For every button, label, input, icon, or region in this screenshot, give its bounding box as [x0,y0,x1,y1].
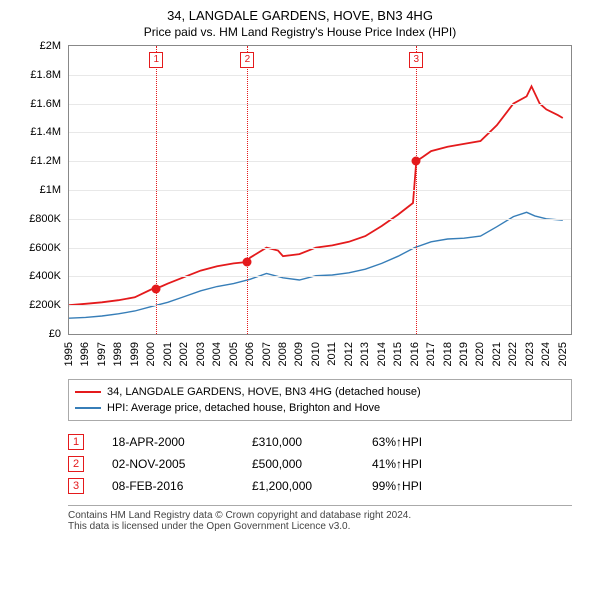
x-tick-label: 2003 [195,338,207,366]
plot-area: £0£200K£400K£600K£800K£1M£1.2M£1.4M£1.6M… [68,45,572,335]
x-tick-label: 2009 [293,338,305,366]
sale-diff: 63% ↑ HPI [372,435,422,449]
y-tick-label: £400K [29,270,61,282]
sale-marker-badge: 3 [409,52,423,68]
x-tick-label: 2015 [392,338,404,366]
sale-price: £310,000 [252,435,372,449]
sale-row: 3 08-FEB-2016£1,200,00099% ↑ HPI [68,475,572,497]
legend-label: 34, LANGDALE GARDENS, HOVE, BN3 4HG (det… [107,386,421,398]
chart-container: 34, LANGDALE GARDENS, HOVE, BN3 4HG Pric… [0,0,600,590]
sale-marker-badge: 2 [240,52,254,68]
x-tick-label: 2010 [310,338,322,366]
y-tick-label: £1.4M [30,126,61,138]
x-tick-label: 2007 [261,338,273,366]
y-tick-label: £200K [29,299,61,311]
legend-label: HPI: Average price, detached house, Brig… [107,402,380,414]
x-tick-label: 2021 [491,338,503,366]
sale-marker-line [247,46,248,334]
sale-index-badge: 1 [68,434,84,450]
x-tick-label: 2016 [409,338,421,366]
legend-box: 34, LANGDALE GARDENS, HOVE, BN3 4HG (det… [68,379,572,421]
x-tick-label: 2024 [540,338,552,366]
sale-row: 2 02-NOV-2005£500,00041% ↑ HPI [68,453,572,475]
x-tick-label: 1999 [129,338,141,366]
y-tick-label: £600K [29,242,61,254]
x-tick-label: 1998 [112,338,124,366]
x-tick-label: 1996 [79,338,91,366]
y-tick-label: £0 [49,328,61,340]
series-subject [69,86,563,305]
sale-diff: 41% ↑ HPI [372,457,422,471]
legend-swatch [75,391,101,393]
series-hpi [69,212,563,318]
y-tick-label: £1.2M [30,155,61,167]
attribution-line: This data is licensed under the Open Gov… [68,521,572,532]
sale-date: 18-APR-2000 [112,435,252,449]
sale-dot [243,258,252,267]
sale-price: £1,200,000 [252,479,372,493]
sale-price: £500,000 [252,457,372,471]
sale-date: 08-FEB-2016 [112,479,252,493]
sales-table: 1 18-APR-2000£310,00063% ↑ HPI 2 02-NOV-200… [68,431,572,497]
x-tick-label: 2001 [162,338,174,366]
sale-row: 1 18-APR-2000£310,00063% ↑ HPI [68,431,572,453]
attribution-line: Contains HM Land Registry data © Crown c… [68,510,572,521]
chart-subtitle: Price paid vs. HM Land Registry's House … [20,25,580,39]
x-tick-label: 1995 [63,338,75,366]
y-tick-label: £800K [29,213,61,225]
x-tick-label: 2022 [507,338,519,366]
sale-index-badge: 3 [68,478,84,494]
x-tick-label: 2005 [228,338,240,366]
x-tick-label: 2002 [178,338,190,366]
sale-marker-badge: 1 [149,52,163,68]
x-tick-label: 2008 [277,338,289,366]
x-tick-label: 2019 [458,338,470,366]
sale-dot [412,157,421,166]
chart-box: £0£200K£400K£600K£800K£1M£1.2M£1.4M£1.6M… [68,45,572,335]
attribution: Contains HM Land Registry data © Crown c… [68,505,572,532]
x-tick-label: 1997 [96,338,108,366]
sale-marker-line [416,46,417,334]
chart-title: 34, LANGDALE GARDENS, HOVE, BN3 4HG [20,8,580,23]
sale-date: 02-NOV-2005 [112,457,252,471]
y-tick-label: £1M [40,184,61,196]
x-tick-label: 2014 [376,338,388,366]
x-tick-label: 2023 [524,338,536,366]
y-tick-label: £1.8M [30,69,61,81]
y-tick-label: £2M [40,40,61,52]
x-tick-label: 2020 [474,338,486,366]
x-tick-label: 2012 [343,338,355,366]
legend-swatch [75,407,101,409]
x-tick-label: 2013 [359,338,371,366]
x-tick-label: 2006 [244,338,256,366]
sale-index-badge: 2 [68,456,84,472]
y-axis-ticks: £0£200K£400K£600K£800K£1M£1.2M£1.4M£1.6M… [21,46,65,334]
x-tick-label: 2018 [442,338,454,366]
x-tick-label: 2011 [326,338,338,366]
x-tick-label: 2017 [425,338,437,366]
sale-diff: 99% ↑ HPI [372,479,422,493]
sale-dot [152,285,161,294]
legend-item: HPI: Average price, detached house, Brig… [75,400,565,416]
x-tick-label: 2025 [557,338,569,366]
x-tick-label: 2004 [211,338,223,366]
legend-item: 34, LANGDALE GARDENS, HOVE, BN3 4HG (det… [75,384,565,400]
x-tick-label: 2000 [145,338,157,366]
y-tick-label: £1.6M [30,98,61,110]
